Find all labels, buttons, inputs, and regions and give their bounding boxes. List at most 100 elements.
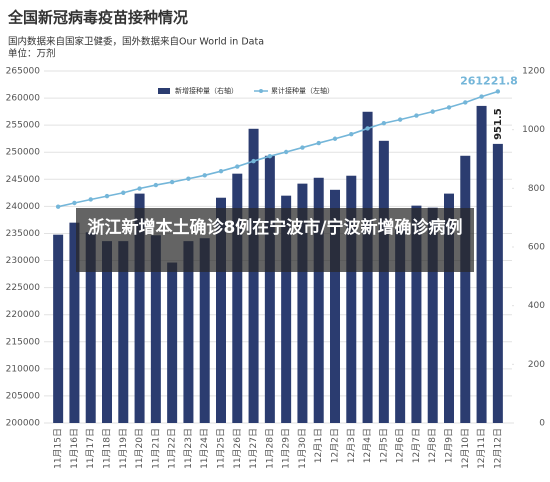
bar xyxy=(216,197,226,423)
bar xyxy=(248,128,259,423)
legend-label: 累计接种量（左轴） xyxy=(271,86,334,95)
bar xyxy=(102,241,112,423)
x-tick-label: 12月6日 xyxy=(395,428,406,463)
y-tick-label: 265000 xyxy=(6,67,41,77)
legend-swatch xyxy=(259,89,263,93)
y-tick-label: 255000 xyxy=(6,121,41,131)
y2-tick-label: 600 xyxy=(528,243,545,253)
line-point xyxy=(169,179,175,185)
line-point xyxy=(235,164,240,169)
x-tick-label: 11月18日 xyxy=(102,428,113,469)
chart-subtitle: 国内数据来自国家卫健委，国外数据来自Our World in Data xyxy=(8,36,264,48)
line-point xyxy=(300,145,305,150)
y2-tick-label: 800 xyxy=(528,184,545,194)
line-point xyxy=(349,131,354,137)
legend-swatch xyxy=(158,88,170,94)
x-tick-label: 11月22日 xyxy=(167,428,178,469)
line-point xyxy=(397,117,403,122)
chart-title: 全国新冠病毒疫苗接种情况 xyxy=(7,9,188,27)
line-point xyxy=(267,153,273,159)
bar xyxy=(150,235,161,423)
line-point xyxy=(332,136,338,141)
x-tick-label: 12月3日 xyxy=(346,428,357,463)
y-tick-label: 225000 xyxy=(6,283,41,293)
line-point xyxy=(88,197,93,202)
x-tick-label: 12月5日 xyxy=(378,428,389,463)
line-point xyxy=(495,89,501,94)
line-point xyxy=(251,158,256,164)
bar xyxy=(167,262,178,423)
line-data-label: 261221.8 xyxy=(460,74,518,87)
unit-label: 单位：万剂 xyxy=(8,48,56,60)
x-tick-label: 12月11日 xyxy=(476,428,487,469)
y-tick-label: 235000 xyxy=(6,229,41,239)
legend-label: 新增接种量（右轴） xyxy=(175,86,238,95)
x-tick-label: 12月8日 xyxy=(427,428,438,463)
line-point xyxy=(202,173,207,178)
bar xyxy=(134,193,145,423)
x-tick-label: 11月26日 xyxy=(232,428,243,469)
bar xyxy=(427,207,438,423)
x-tick-label: 11月25日 xyxy=(216,428,227,469)
bar xyxy=(330,189,340,423)
line-series xyxy=(57,90,499,208)
x-tick-label: 11月19日 xyxy=(118,428,129,469)
bar xyxy=(476,105,487,423)
x-tick-label: 12月1日 xyxy=(313,428,324,463)
bar xyxy=(492,143,503,424)
bar xyxy=(281,195,292,423)
bar xyxy=(232,173,243,423)
y-tick-label: 210000 xyxy=(6,364,41,374)
y-tick-label: 205000 xyxy=(6,391,41,401)
line-point xyxy=(479,94,484,99)
line-point xyxy=(414,113,419,118)
line-point xyxy=(283,149,289,155)
line-point xyxy=(137,186,142,191)
y-tick-label: 200000 xyxy=(6,419,41,429)
y-tick-label: 260000 xyxy=(6,94,41,104)
line-point xyxy=(186,176,191,181)
y-tick-label: 230000 xyxy=(6,256,41,266)
overlay-headline: 浙江新增本土确诊8例在宁波市/宁波新增确诊病例 xyxy=(76,208,474,272)
y-tick-label: 250000 xyxy=(6,148,41,158)
y-tick-label: 220000 xyxy=(6,310,41,320)
y2-tick-label: 200 xyxy=(528,360,545,370)
y2-tick-label: 0 xyxy=(539,419,545,429)
bar xyxy=(85,232,96,423)
y-tick-label: 245000 xyxy=(6,175,41,185)
x-tick-label: 11月27日 xyxy=(248,428,259,469)
x-tick-label: 11月17日 xyxy=(85,428,96,469)
x-tick-label: 11月30日 xyxy=(297,428,308,469)
x-tick-label: 11月24日 xyxy=(199,428,210,469)
x-tick-label: 12月9日 xyxy=(444,428,455,463)
line-point xyxy=(218,168,224,174)
y2-tick-label: 1000 xyxy=(522,125,545,135)
line-point xyxy=(316,140,321,146)
bar xyxy=(460,155,471,424)
x-tick-label: 11月29日 xyxy=(281,428,292,469)
x-tick-label: 12月4日 xyxy=(362,428,373,463)
bar xyxy=(199,238,210,423)
line-point xyxy=(430,109,435,114)
bar xyxy=(183,241,194,423)
line-point xyxy=(55,204,61,209)
line-point xyxy=(72,200,77,206)
x-tick-label: 11月15日 xyxy=(53,428,64,469)
x-tick-label: 12月12日 xyxy=(492,428,503,469)
bar xyxy=(411,205,422,423)
bar-data-label: 951.5 xyxy=(493,108,504,140)
bar xyxy=(53,234,64,423)
x-tick-label: 11月21日 xyxy=(150,428,161,469)
line-point xyxy=(121,190,126,195)
x-tick-label: 11月16日 xyxy=(69,428,80,469)
y2-tick-label: 400 xyxy=(528,301,545,311)
y2-tick-label: 1200 xyxy=(522,67,545,77)
y-tick-label: 240000 xyxy=(6,202,41,212)
bar xyxy=(118,241,129,423)
x-tick-label: 11月20日 xyxy=(134,428,145,469)
line-point xyxy=(104,193,110,199)
x-tick-label: 12月2日 xyxy=(330,428,341,463)
y-tick-label: 215000 xyxy=(6,337,41,347)
